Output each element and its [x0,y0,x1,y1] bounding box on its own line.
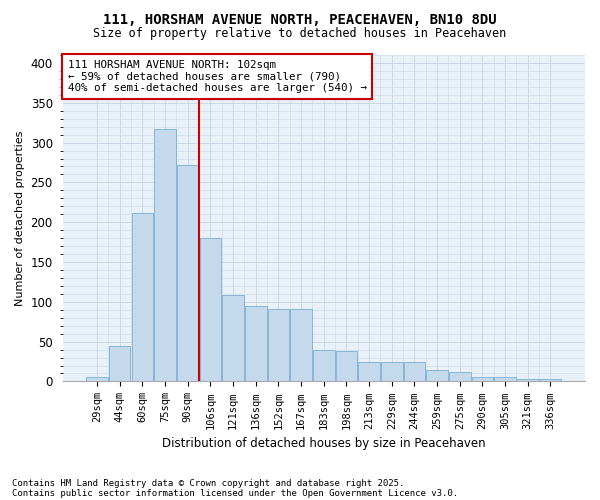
Text: 111 HORSHAM AVENUE NORTH: 102sqm
← 59% of detached houses are smaller (790)
40% : 111 HORSHAM AVENUE NORTH: 102sqm ← 59% o… [68,60,367,93]
Bar [313,350,335,382]
Bar [540,379,561,382]
Bar [177,165,199,382]
Bar [131,212,153,382]
Bar [290,309,312,382]
Text: Size of property relative to detached houses in Peacehaven: Size of property relative to detached ho… [94,28,506,40]
Bar [358,362,380,382]
Bar [517,379,539,382]
Bar [245,306,266,382]
Bar [494,376,516,382]
Bar [200,238,221,382]
Bar [427,370,448,382]
Bar [472,376,493,382]
Text: Contains public sector information licensed under the Open Government Licence v3: Contains public sector information licen… [12,488,458,498]
Text: Contains HM Land Registry data © Crown copyright and database right 2025.: Contains HM Land Registry data © Crown c… [12,478,404,488]
X-axis label: Distribution of detached houses by size in Peacehaven: Distribution of detached houses by size … [162,437,485,450]
Bar [449,372,470,382]
Bar [335,351,357,382]
Bar [86,378,108,382]
Y-axis label: Number of detached properties: Number of detached properties [15,130,25,306]
Bar [154,129,176,382]
Bar [268,309,289,382]
Bar [381,362,403,382]
Bar [109,346,130,382]
Bar [404,362,425,382]
Bar [223,294,244,382]
Text: 111, HORSHAM AVENUE NORTH, PEACEHAVEN, BN10 8DU: 111, HORSHAM AVENUE NORTH, PEACEHAVEN, B… [103,12,497,26]
